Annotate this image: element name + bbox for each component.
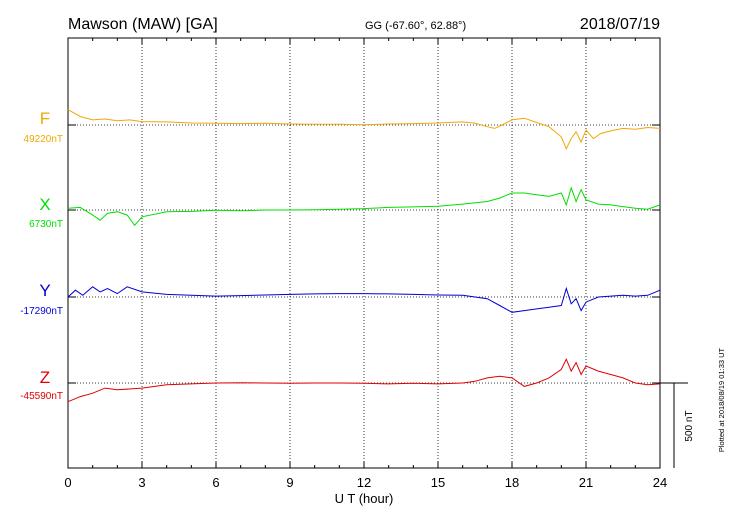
x-tick-label: 6 [212,475,219,490]
x-tick-label: 24 [653,475,667,490]
plot-frame [67,37,661,469]
x-axis-label: U T (hour) [335,491,394,506]
plotted-at-note: Plotted at 2018/08/19 01:33 UT [717,347,726,452]
x-tick-label: 18 [505,475,519,490]
series-baseline-f: 49220nT [24,134,63,145]
x-tick-label: 12 [357,475,371,490]
series-baseline-z: -45590nT [20,391,63,402]
x-tick-label: 15 [431,475,445,490]
series-name-f: F [40,109,50,128]
series-labels: F 49220nT X 6730nT Y -17290nT Z -45590nT [20,109,63,402]
x-tick-label: 3 [138,475,145,490]
series-lines [67,109,661,403]
series-baseline-x: 6730nT [29,219,63,230]
baseline-lines [68,124,660,384]
series-line-y [67,286,661,313]
vertical-gridlines [141,38,587,468]
series-line-z [67,357,661,403]
x-tick-label: 0 [64,475,71,490]
series-baseline-y: -17290nT [20,306,63,317]
series-line-x [67,186,661,227]
x-tick-label: 9 [286,475,293,490]
axis-ticks: 0 3 6 9 12 15 18 21 24 [64,38,667,490]
series-name-z: Z [40,368,50,387]
series-name-x: X [39,195,50,214]
date-label: 2018/07/19 [580,16,660,33]
series-name-y: Y [39,281,50,300]
x-tick-label: 21 [579,475,593,490]
station-title: Mawson (MAW) [GA] [68,16,218,33]
coordinates-label: GG (-67.60°, 62.88°) [365,20,466,32]
scale-bar-label: 500 nT [684,410,695,441]
series-line-f [67,109,661,151]
